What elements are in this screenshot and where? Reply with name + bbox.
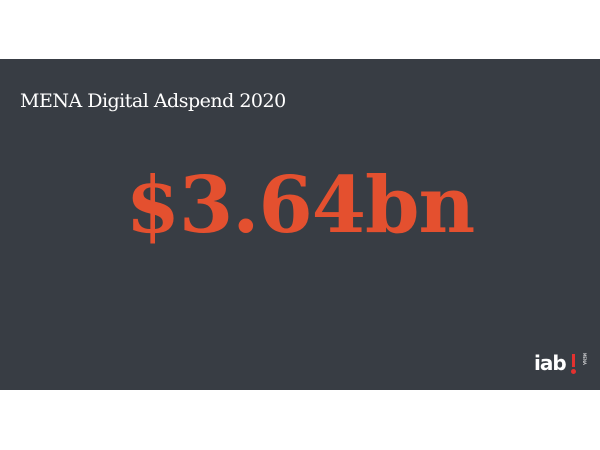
iab-logo: iab MENA xyxy=(534,351,590,379)
slide: MENA Digital Adspend 2020 $3.64bn iab ME… xyxy=(0,59,600,390)
iab-logo-text: iab xyxy=(534,351,567,375)
logo-exclamation-bar xyxy=(572,354,575,367)
slide-title: MENA Digital Adspend 2020 xyxy=(20,90,286,112)
adspend-figure: $3.64bn xyxy=(125,160,476,251)
logo-exclamation-dot xyxy=(571,369,576,374)
iab-logo-region: MENA xyxy=(582,353,587,365)
